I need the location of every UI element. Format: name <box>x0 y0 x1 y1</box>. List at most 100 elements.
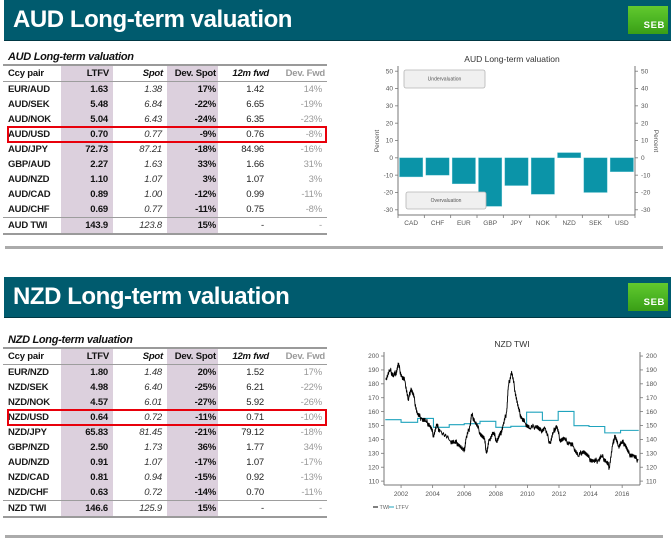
fwd-12m-cell: 1.42 <box>246 84 264 95</box>
y-tick-label-right: 140 <box>646 437 657 444</box>
y-tick-label-right: -30 <box>641 207 651 214</box>
dev-fwd-cell: 34% <box>303 442 323 453</box>
table-title: NZD Long-term valuation <box>8 334 133 346</box>
chart-title: AUD Long-term valuation <box>464 54 560 64</box>
dev-spot-cell: 36% <box>167 440 218 455</box>
dev-spot-cell: -21% <box>167 425 218 440</box>
ltfv-cell: 72.73 <box>61 142 113 157</box>
dev-fwd-cell: -19% <box>300 99 323 110</box>
ltfv-cell: 1.63 <box>61 82 113 97</box>
dev-fwd-cell: -17% <box>300 457 323 468</box>
dev-fwd-cell: -8% <box>305 129 322 140</box>
bar-nok <box>530 157 555 195</box>
table-rule <box>3 217 327 218</box>
y-tick-label-right: 170 <box>646 395 657 402</box>
overvaluation-annotation: Overvaluation <box>405 191 487 210</box>
y-tick-label-left: 190 <box>368 367 379 374</box>
y-tick-label-right: -20 <box>641 190 651 197</box>
spot-cell: 1.00 <box>144 189 162 200</box>
table-rule <box>3 347 327 349</box>
bar-eur <box>451 157 476 185</box>
annotation-box <box>405 191 487 210</box>
ccy-pair-cell: GBP/AUD <box>8 159 51 170</box>
ccy-pair-cell: NZD/NOK <box>8 397 50 408</box>
y-tick-label-left: 30 <box>386 103 394 110</box>
ccy-pair-cell: EUR/AUD <box>8 84 50 95</box>
x-tick-label: JPY <box>511 220 524 227</box>
y-tick-label-left: 170 <box>368 395 379 402</box>
table-row: GBP/AUD 2.27 1.63 33% 1.66 31% <box>3 157 327 172</box>
table-rule <box>3 516 327 518</box>
dev-spot-cell: -24% <box>167 112 218 127</box>
x-tick-label: 2012 <box>552 491 567 498</box>
y-tick-label-left: 110 <box>369 478 380 485</box>
undervaluation-annotation: Undervaluation <box>403 69 486 89</box>
table-row: AUD/NZD 0.91 1.07 -17% 1.07 -17% <box>3 455 327 470</box>
fwd-12m-cell: 5.92 <box>246 397 264 408</box>
dev-fwd-cell: 14% <box>303 84 323 95</box>
y-tick-label-left: 130 <box>368 451 379 458</box>
ltfv-cell: 65.83 <box>61 425 113 440</box>
x-tick-label: 2016 <box>615 491 630 498</box>
nzd-twi-line-chart: NZD TWI 110 110 120 120 130 130 140 140 150 150 16… <box>368 339 657 511</box>
spot-cell: 0.94 <box>144 472 162 483</box>
fwd-12m-cell: 79.12 <box>241 427 264 438</box>
column-header-12m-fwd: 12m fwd <box>232 351 269 362</box>
bar-cad <box>399 157 424 178</box>
fwd-12m-cell: 6.65 <box>246 99 264 110</box>
table-row: NZD/NOK 4.57 6.01 -27% 5.92 -26% <box>3 395 327 410</box>
section-banner: AUD Long-term valuation <box>4 0 671 41</box>
table-rule <box>3 364 327 365</box>
column-header-dev-spot: Dev. Spot <box>167 349 218 364</box>
y-tick-label-right: 130 <box>646 451 657 458</box>
y-tick-label-right: 110 <box>646 478 657 485</box>
fwd-12m-cell: 0.71 <box>246 412 264 423</box>
dev-fwd-cell: -11% <box>301 189 322 200</box>
legend-label-twi: TWI <box>380 505 391 511</box>
dev-fwd-cell: - <box>319 503 322 514</box>
table-row: NZD/JPY 65.83 81.45 -21% 79.12 -18% <box>3 425 327 440</box>
twi-line <box>385 362 639 470</box>
ltfv-cell: 4.98 <box>61 380 113 395</box>
table-row-total: NZD TWI 146.6 125.9 15% - - <box>3 501 327 516</box>
fwd-12m-cell: 6.21 <box>246 382 264 393</box>
ccy-pair-cell: NZD TWI <box>8 503 47 514</box>
dev-spot-cell: -17% <box>167 455 218 470</box>
dev-fwd-cell: -26% <box>300 397 323 408</box>
ccy-pair-cell: AUD/CHF <box>8 204 50 215</box>
spot-cell: 1.07 <box>144 457 162 468</box>
fwd-12m-cell: 0.76 <box>246 129 264 140</box>
x-tick-label: 2004 <box>425 491 440 498</box>
ccy-pair-cell: EUR/NZD <box>8 367 49 378</box>
table-body: EUR/AUD 1.63 1.38 17% 1.42 14% AUD/SEK 5.48 6.84… <box>3 82 327 233</box>
y-tick-label-right: 200 <box>646 353 657 360</box>
fwd-12m-cell: 0.70 <box>246 487 264 498</box>
banner-title: NZD Long-term valuation <box>13 283 290 310</box>
dev-spot-cell: -9% <box>167 127 218 142</box>
y-tick-label-right: 20 <box>641 120 649 127</box>
table-rule <box>3 500 327 501</box>
x-tick-label: CHF <box>431 220 444 227</box>
ccy-pair-cell: NZD/SEK <box>8 382 49 393</box>
dev-fwd-cell: -16% <box>300 144 323 155</box>
valuation-table: NZD Long-term valuation Ccy pair LTFV Sp… <box>3 333 327 518</box>
y-tick-label-left: 160 <box>368 409 379 416</box>
dev-fwd-cell: -8% <box>305 204 322 215</box>
spot-cell: 125.9 <box>139 503 162 514</box>
dev-fwd-cell: -18% <box>300 427 323 438</box>
x-tick-label: USD <box>615 220 629 227</box>
y-tick-label-left: 10 <box>386 138 394 145</box>
aud-section: AUD Long-term valuation SEB AUD Long-ter… <box>0 0 671 262</box>
ltfv-cell: 0.89 <box>61 187 113 202</box>
spot-cell: 1.38 <box>144 84 162 95</box>
dev-spot-cell: -22% <box>167 97 218 112</box>
spot-cell: 0.72 <box>144 487 162 498</box>
ltfv-cell: 2.27 <box>61 157 113 172</box>
table-row: AUD/CHF 0.69 0.77 -11% 0.75 -8% <box>3 202 327 217</box>
ccy-pair-cell: GBP/NZD <box>8 442 50 453</box>
x-tick-label: 2006 <box>457 491 472 498</box>
table-row-total: AUD TWI 143.9 123.8 15% - - <box>3 218 327 233</box>
x-tick-label: CAD <box>404 220 418 227</box>
y-tick-label-right: 0 <box>641 155 645 162</box>
ccy-pair-cell: AUD/NOK <box>8 114 51 125</box>
